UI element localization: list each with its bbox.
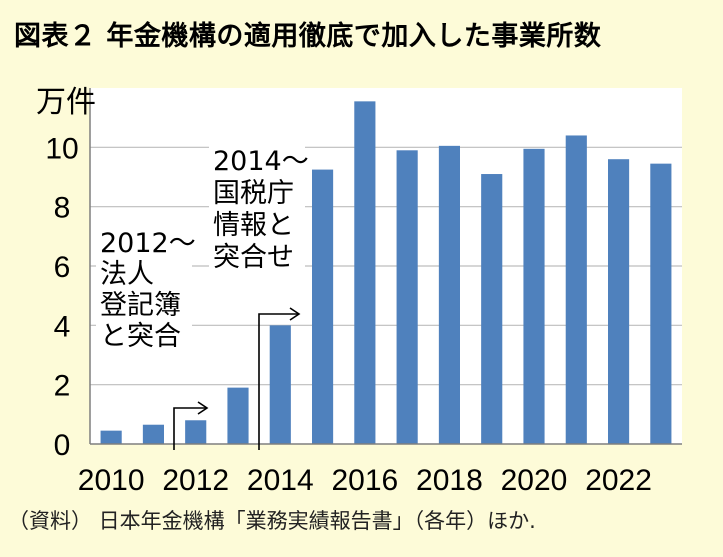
bar-2015: [312, 169, 334, 445]
y-tick-label: 8: [54, 192, 71, 225]
annotation-arrow: [258, 313, 299, 450]
bar-2022: [608, 159, 630, 444]
bar-2018: [438, 145, 460, 444]
annotation-text: と突合: [100, 321, 181, 352]
bar-2023: [650, 163, 672, 444]
bar-2011: [142, 424, 164, 444]
bar-2020: [523, 148, 545, 445]
arrow-head: [289, 307, 301, 321]
bar-2016: [354, 101, 376, 444]
x-tick-label: 2016: [331, 464, 398, 497]
x-tick-label: 2014: [247, 464, 314, 497]
annotation-text: 国税庁: [213, 178, 294, 209]
y-tick-label: 2: [54, 370, 71, 403]
source-note: （資料） 日本年金機構「業務実績報告書」（各年）ほか.: [8, 509, 536, 533]
arrow-head: [197, 401, 209, 415]
x-tick-labels: 2010 2012 2014 2016 2018 2020 2022: [78, 464, 652, 497]
bar-2017: [396, 150, 418, 445]
annotation-text: 法人: [100, 259, 154, 290]
y-tick-labels: 0 2 4 6 8 10: [45, 132, 78, 462]
y-axis-unit-label: 万件: [36, 85, 96, 120]
annotation-background: [96, 225, 192, 361]
x-tick-label: 2022: [585, 464, 652, 497]
annotation-text: 情報と: [213, 210, 294, 241]
x-tick-label: 2010: [78, 464, 145, 497]
annotation-text: 突合せ: [213, 242, 294, 273]
bars: [100, 101, 672, 445]
y-tick-label: 6: [54, 251, 71, 284]
x-tick-label: 2018: [416, 464, 483, 497]
x-tick-label: 2020: [501, 464, 568, 497]
bar-2012: [185, 420, 207, 444]
y-tick-label: 0: [54, 429, 71, 462]
bar-2019: [481, 174, 503, 445]
annotation-background: [209, 142, 305, 282]
bar-2021: [565, 135, 587, 444]
chart-title: 図表２ 年金機構の適用徹底で加入した事業所数: [14, 21, 602, 52]
annotation-text: 2014～: [213, 146, 309, 177]
y-tick-label: 10: [45, 132, 78, 165]
annotation-arrow: [173, 407, 207, 450]
annotation-text: 2012～: [100, 228, 196, 259]
axes: [89, 88, 682, 445]
bar-2013: [227, 387, 249, 444]
bar-2014: [269, 325, 291, 444]
y-tick-label: 4: [54, 310, 71, 343]
x-tick-label: 2012: [162, 464, 229, 497]
bar-2010: [100, 430, 122, 444]
annotation-text: 登記簿: [100, 290, 181, 321]
